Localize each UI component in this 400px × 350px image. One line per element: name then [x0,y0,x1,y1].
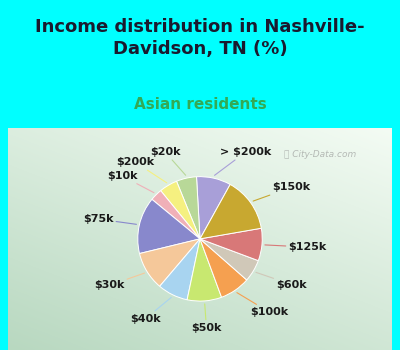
Wedge shape [187,239,222,301]
Text: $200k: $200k [116,158,167,183]
Wedge shape [140,239,200,286]
Text: $60k: $60k [256,272,307,289]
Wedge shape [200,239,258,280]
Wedge shape [161,181,200,239]
Text: Income distribution in Nashville-
Davidson, TN (%): Income distribution in Nashville- Davids… [35,18,365,58]
Text: $125k: $125k [265,242,327,252]
Wedge shape [138,199,200,253]
Text: ⓘ City-Data.com: ⓘ City-Data.com [284,150,357,159]
Text: $10k: $10k [107,171,154,193]
Text: Asian residents: Asian residents [134,97,266,112]
Text: $100k: $100k [237,293,288,317]
Text: $150k: $150k [253,182,310,201]
Wedge shape [160,239,200,300]
Text: $20k: $20k [150,147,186,175]
Text: $40k: $40k [130,298,171,324]
Wedge shape [200,239,247,297]
Wedge shape [200,184,261,239]
Wedge shape [196,177,230,239]
Wedge shape [152,191,200,239]
Text: $75k: $75k [83,214,136,224]
Text: $30k: $30k [94,273,144,290]
Text: > $200k: > $200k [214,147,271,175]
Text: $50k: $50k [191,304,222,332]
Wedge shape [176,177,200,239]
Wedge shape [200,228,262,261]
